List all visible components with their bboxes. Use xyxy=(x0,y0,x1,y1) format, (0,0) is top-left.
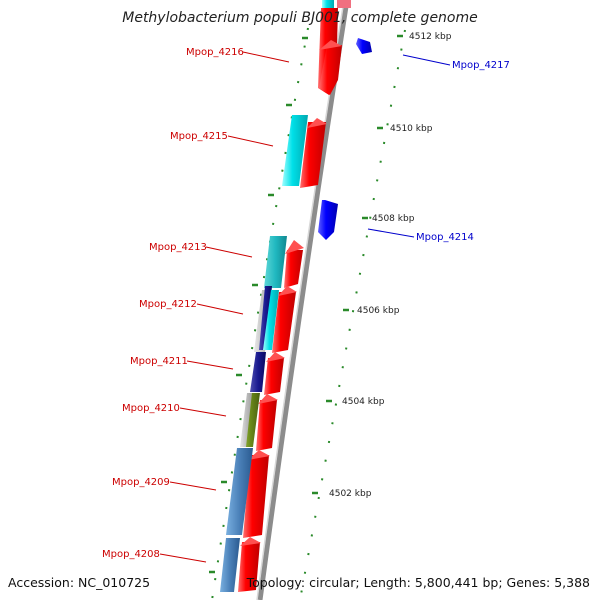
tick-label: 4504 kbp xyxy=(342,397,385,407)
gene-label-mpop-4209[interactable]: Mpop_4209 xyxy=(112,477,170,488)
cds-mpop-4211[interactable] xyxy=(264,358,284,395)
cds-mpop-4216-body[interactable] xyxy=(319,45,342,95)
gene-label-mpop-4213[interactable]: Mpop_4213 xyxy=(149,242,207,253)
cds-mpop-4215[interactable] xyxy=(300,122,326,188)
reverse-cds-features xyxy=(318,38,372,240)
accession-text: Accession: NC_010725 xyxy=(8,575,151,590)
leader-lines xyxy=(159,51,451,563)
gene-label-mpop-4208[interactable]: Mpop_4208 xyxy=(102,549,160,560)
cds-mpop-4212[interactable] xyxy=(272,292,296,353)
top-features xyxy=(322,0,351,8)
tick-label: 4502 kbp xyxy=(329,489,372,499)
gene-label-mpop-4217[interactable]: Mpop_4217 xyxy=(452,60,510,71)
tick-label: 4508 kbp xyxy=(372,214,415,224)
gc-dot-track-right xyxy=(299,29,406,600)
forward-cds-features xyxy=(238,8,342,592)
annotation-track-features xyxy=(220,115,308,592)
cds-mpop-4214[interactable] xyxy=(318,200,338,240)
tick-labels: 4512 kbp 4510 kbp 4508 kbp 4506 kbp 4504… xyxy=(329,32,452,499)
cds-mpop-4217[interactable] xyxy=(356,38,372,54)
gene-labels: Mpop_4217 Mpop_4216 Mpop_4215 Mpop_4214 … xyxy=(102,47,510,560)
gene-label-mpop-4216[interactable]: Mpop_4216 xyxy=(186,47,244,58)
gene-label-mpop-4210[interactable]: Mpop_4210 xyxy=(122,403,180,414)
cds-mpop-4213[interactable] xyxy=(284,250,303,288)
tick-label: 4512 kbp xyxy=(409,32,452,42)
gene-label-mpop-4212[interactable]: Mpop_4212 xyxy=(139,299,197,310)
gene-label-mpop-4215[interactable]: Mpop_4215 xyxy=(170,131,228,142)
cds-mpop-4210[interactable] xyxy=(256,400,277,451)
cds-mpop-4208[interactable] xyxy=(238,542,260,592)
tick-label: 4510 kbp xyxy=(390,124,433,134)
topology-text: Topology: circular; Length: 5,800,441 bp… xyxy=(246,575,590,590)
map-title: Methylobacterium populi BJ001, complete … xyxy=(122,10,478,26)
tick-label: 4506 kbp xyxy=(357,306,400,316)
cds-mpop-4209[interactable] xyxy=(243,455,269,538)
gene-label-mpop-4214[interactable]: Mpop_4214 xyxy=(416,232,474,243)
gene-label-mpop-4211[interactable]: Mpop_4211 xyxy=(130,356,188,367)
tick-marks xyxy=(209,34,403,574)
